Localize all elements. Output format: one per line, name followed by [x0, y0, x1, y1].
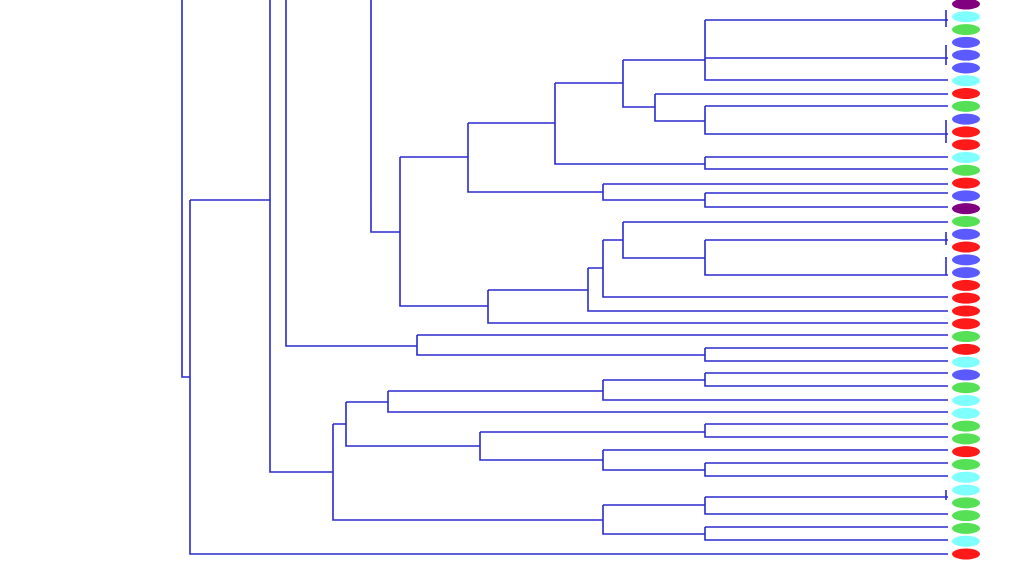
- leaf-node: [952, 292, 980, 304]
- leaf-node: [952, 510, 980, 522]
- leaf-node: [952, 36, 980, 48]
- leaf-node: [952, 318, 980, 330]
- leaf-node: [952, 267, 980, 279]
- leaf-node: [952, 254, 980, 266]
- leaf-node: [952, 356, 980, 368]
- leaf-node: [952, 535, 980, 547]
- leaf-node: [952, 446, 980, 458]
- leaf-node: [952, 126, 980, 138]
- leaf-node: [952, 113, 980, 125]
- leaf-node: [952, 49, 980, 61]
- leaf-node: [952, 331, 980, 343]
- leaf-node: [952, 395, 980, 407]
- leaf-node: [952, 471, 980, 483]
- leaf-node: [952, 420, 980, 432]
- leaf-node: [952, 177, 980, 189]
- leaf-node: [952, 433, 980, 445]
- leaf-node: [952, 228, 980, 240]
- leaf-node: [952, 241, 980, 253]
- leaf-node: [952, 100, 980, 112]
- leaf-node: [952, 522, 980, 534]
- leaf-node: [952, 279, 980, 291]
- leaf-node: [952, 369, 980, 381]
- leaf-node: [952, 75, 980, 87]
- leaf-node: [952, 0, 980, 10]
- leaf-node: [952, 164, 980, 176]
- leaf-node: [952, 88, 980, 100]
- leaf-node: [952, 139, 980, 151]
- leaf-node: [952, 458, 980, 470]
- leaf-node: [952, 382, 980, 394]
- leaf-node: [952, 11, 980, 23]
- leaf-group: [952, 0, 980, 560]
- leaf-node: [952, 548, 980, 560]
- leaf-node: [952, 305, 980, 317]
- leaf-node: [952, 151, 980, 163]
- leaf-node: [952, 215, 980, 227]
- tree-branches: [181, 0, 948, 555]
- leaf-node: [952, 24, 980, 36]
- leaf-node: [952, 497, 980, 509]
- leaf-node: [952, 484, 980, 496]
- leaf-node: [952, 190, 980, 202]
- leaf-node: [952, 407, 980, 419]
- leaf-node: [952, 203, 980, 215]
- leaf-node: [952, 343, 980, 355]
- leaf-node: [952, 62, 980, 74]
